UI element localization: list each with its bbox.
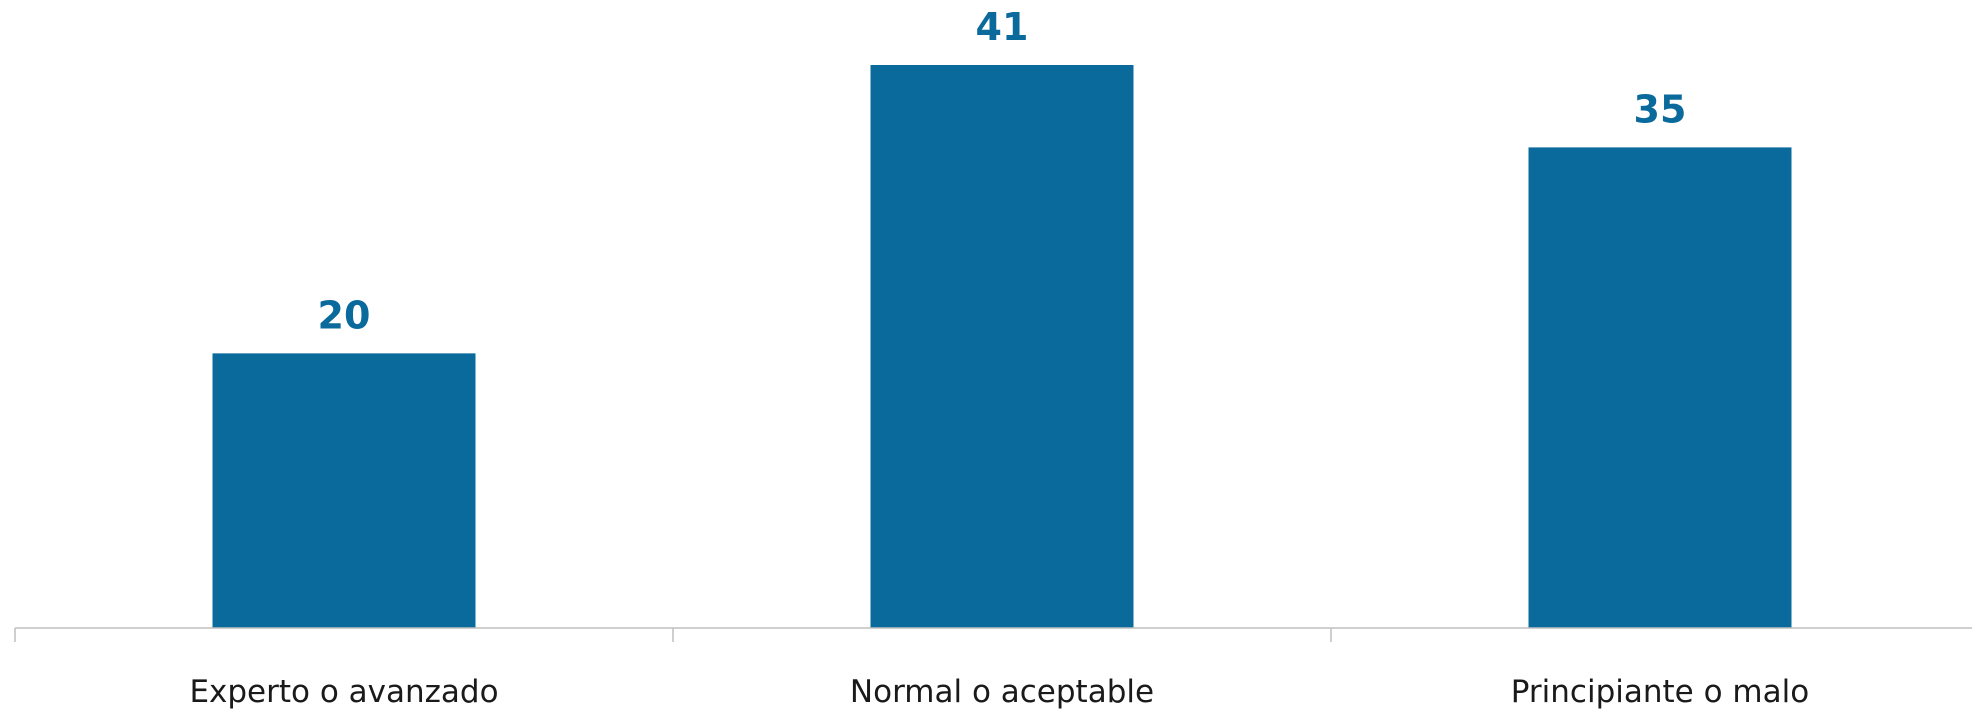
x-tick-label: Normal o aceptable [850, 674, 1154, 710]
bars-layer [212, 65, 1792, 628]
bar [1528, 147, 1792, 628]
data-label: 20 [318, 293, 371, 337]
bar [212, 353, 476, 628]
labels-layer: 20 Experto o avanzado 41 Normal o aceptable… [189, 5, 1809, 710]
data-label: 35 [1634, 87, 1687, 131]
x-tick-label: Principiante o malo [1511, 674, 1809, 710]
bar [870, 65, 1134, 628]
x-tick-label: Experto o avanzado [189, 674, 498, 710]
x-axis [14, 627, 1972, 642]
data-label: 41 [976, 5, 1029, 49]
